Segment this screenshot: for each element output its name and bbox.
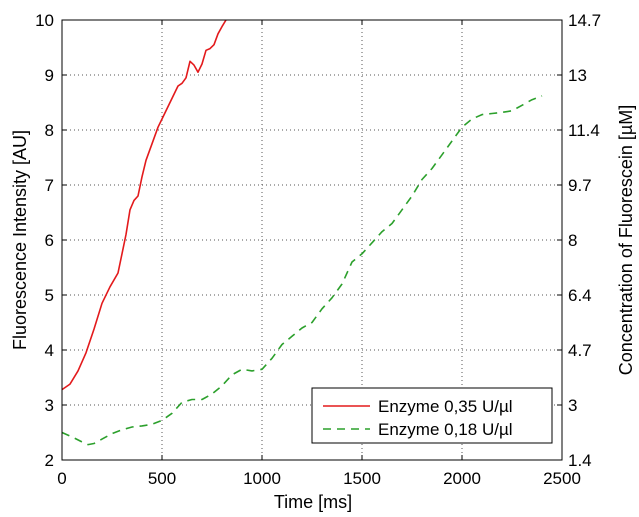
y-tick-label: 4 <box>45 341 54 360</box>
y2-tick-label: 1.4 <box>568 451 592 470</box>
y2-tick-label: 6.4 <box>568 286 592 305</box>
y2-axis-title: Concentration of Fluorescein [µM] <box>616 105 636 376</box>
legend-label-0: Enzyme 0,35 U/µl <box>378 397 513 416</box>
legend-box <box>311 387 553 444</box>
x-tick-label: 500 <box>148 469 176 488</box>
y2-tick-label: 3 <box>568 396 577 415</box>
y-tick-label: 8 <box>45 121 54 140</box>
y2-tick-label: 8 <box>568 231 577 250</box>
series-layer <box>61 19 543 446</box>
x-tick-label: 1000 <box>243 469 281 488</box>
x-tick-label: 2000 <box>443 469 481 488</box>
y2-tick-label: 4.7 <box>568 341 592 360</box>
x-axis-title: Time [ms] <box>274 492 352 512</box>
series-line-0 <box>61 19 227 391</box>
y2-tick-label: 13 <box>568 66 587 85</box>
y-tick-label: 6 <box>45 231 54 250</box>
y2-tick-label: 9.7 <box>568 176 592 195</box>
x-tick-label: 2500 <box>543 469 581 488</box>
x-tick-label: 0 <box>57 469 66 488</box>
y-tick-label: 2 <box>45 451 54 470</box>
y-tick-label: 3 <box>45 396 54 415</box>
y2-tick-label: 11.4 <box>568 121 600 140</box>
y-tick-label: 10 <box>35 11 54 30</box>
y-tick-label: 5 <box>45 286 54 305</box>
y2-tick-label: 14.7 <box>568 11 601 30</box>
tick-labels: 0 500 1000 1500 2000 2500 2 1.4 3 3 4 4.7 5 6.4 6 8 7 9.7… <box>35 11 601 488</box>
legend-label-1: Enzyme 0,18 U/µl <box>378 420 513 439</box>
y-tick-label: 9 <box>45 66 54 85</box>
ticks <box>61 19 563 461</box>
y-axis-title: Fluorescence Intensity [AU] <box>10 130 30 350</box>
x-tick-label: 1500 <box>343 469 381 488</box>
y-tick-label: 7 <box>45 176 54 195</box>
legend: Enzyme 0,35 U/µl Enzyme 0,18 U/µl <box>311 387 553 444</box>
